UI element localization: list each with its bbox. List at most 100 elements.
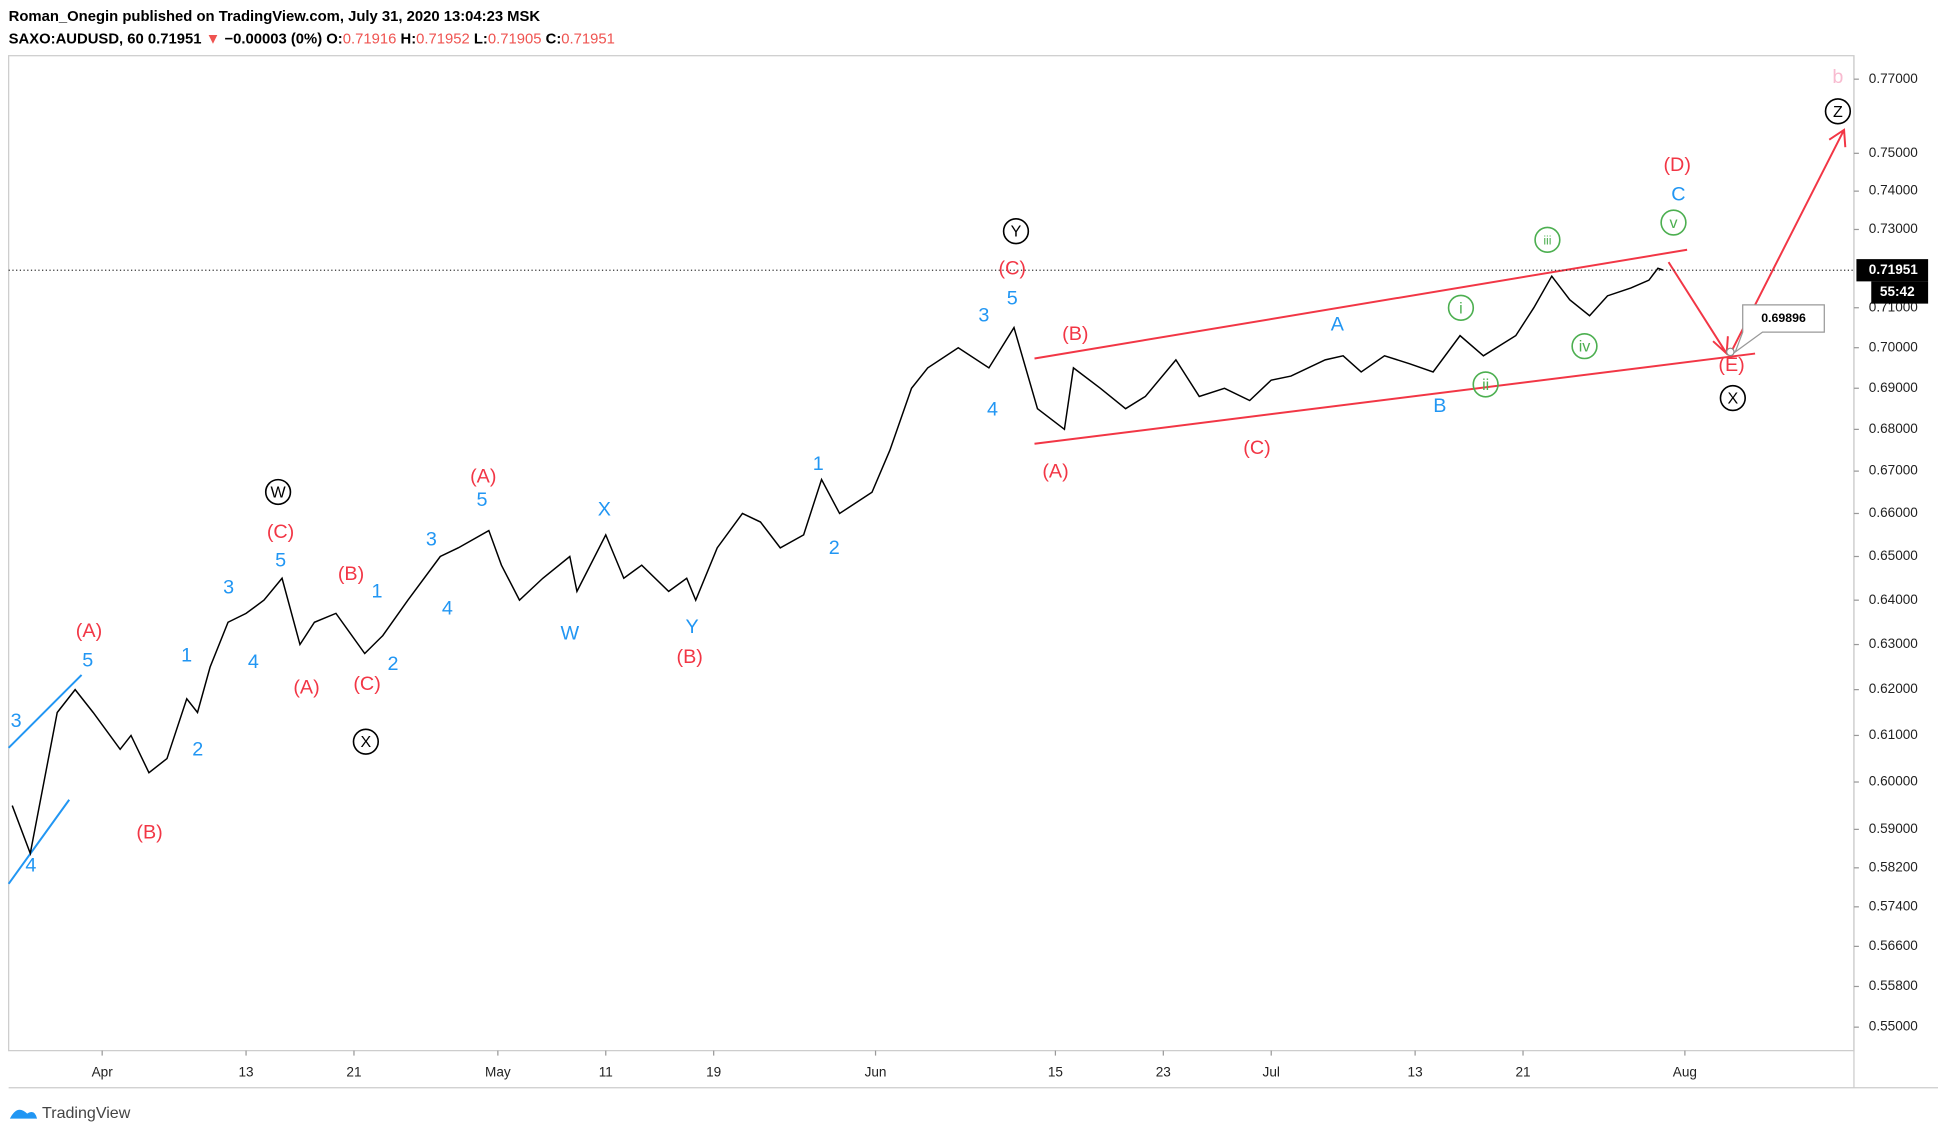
wave-label: 3 xyxy=(11,710,22,732)
wave-label: 1 xyxy=(181,645,192,667)
wave-label: (A) xyxy=(293,677,319,699)
wave-label: 5 xyxy=(275,549,286,571)
x-tick-label: Aug xyxy=(1673,1064,1697,1079)
wave-label: b xyxy=(1832,66,1843,88)
channel-lower xyxy=(1034,352,1756,445)
x-tick-label: 23 xyxy=(1156,1064,1171,1079)
wave-circle xyxy=(1660,209,1687,236)
y-tick-label: 0.75000 xyxy=(1869,145,1919,160)
wave-label: iii xyxy=(1543,233,1551,247)
c-label: C: xyxy=(546,31,562,47)
x-tick-label: 13 xyxy=(239,1064,254,1079)
h: 0.71952 xyxy=(416,31,470,47)
y-tick-label: 0.64000 xyxy=(1869,592,1919,607)
blue-line-lower xyxy=(7,799,71,885)
y-tick-label: 0.70000 xyxy=(1869,339,1919,354)
wave-label: 4 xyxy=(25,855,36,877)
wave-label: 2 xyxy=(388,653,399,675)
symbol: SAXO:AUDUSD, 60 xyxy=(9,31,144,47)
wave-label: (B) xyxy=(676,646,702,668)
wave-label: 2 xyxy=(829,537,840,559)
last-price-box xyxy=(1856,259,1929,282)
y-tick-label: 0.55000 xyxy=(1869,1019,1919,1034)
wave-label: (D) xyxy=(1663,154,1690,176)
l: 0.71905 xyxy=(488,31,542,47)
wave-label: 5 xyxy=(82,650,93,672)
target-label: 0.69896 xyxy=(1761,311,1806,325)
wave-label: (C) xyxy=(267,521,294,543)
wave-label: (C) xyxy=(353,673,380,695)
x-tick-label: 21 xyxy=(1515,1064,1530,1079)
countdown-box xyxy=(1871,281,1929,304)
wave-circle xyxy=(1719,384,1746,412)
wave-label: 2 xyxy=(192,739,203,761)
last-price-label: 0.71951 xyxy=(1869,262,1919,277)
y-tick-label: 0.73000 xyxy=(1869,221,1919,236)
header-line: Roman_Onegin published on TradingView.co… xyxy=(9,9,541,25)
wave-label: v xyxy=(1669,214,1677,232)
x-tick-label: 19 xyxy=(706,1064,721,1079)
ohlc-line: SAXO:AUDUSD, 60 0.71951 ▼ −0.00003 (0%) … xyxy=(9,31,615,47)
y-tick-label: 0.55800 xyxy=(1869,978,1919,993)
drawings xyxy=(7,128,1847,885)
wave-label: ii xyxy=(1482,376,1489,394)
x-tick-label: 15 xyxy=(1048,1064,1063,1079)
x-tick-label: 11 xyxy=(599,1064,613,1079)
x-tick-label: 21 xyxy=(346,1064,361,1079)
wave-label: Z xyxy=(1833,103,1843,121)
wave-label: (B) xyxy=(1062,323,1088,345)
y-tick-label: 0.77000 xyxy=(1869,71,1919,86)
wave-label: B xyxy=(1433,395,1446,417)
price-line xyxy=(11,267,1664,857)
wave-label: 3 xyxy=(978,305,989,327)
y-tick-label: 0.66000 xyxy=(1869,505,1919,520)
wave-label: (A) xyxy=(76,620,102,642)
y-tick-label: 0.67000 xyxy=(1869,463,1919,478)
arrow-down xyxy=(1667,261,1729,356)
y-tick-label: 0.57400 xyxy=(1869,898,1919,913)
c: 0.71951 xyxy=(561,31,615,47)
y-tick-label: 0.65000 xyxy=(1869,548,1919,563)
change: −0.00003 (0%) xyxy=(224,31,322,47)
y-tick-label: 0.74000 xyxy=(1869,183,1919,198)
brand: TradingView xyxy=(42,1104,131,1122)
y-tick-label: 0.59000 xyxy=(1869,821,1919,836)
wave-label: X xyxy=(598,499,611,521)
x-tick-label: 13 xyxy=(1408,1064,1423,1079)
wave-label: Y xyxy=(1011,223,1022,241)
wave-label: Y xyxy=(686,616,699,638)
o: 0.71916 xyxy=(343,31,397,47)
wave-label: 4 xyxy=(442,598,453,620)
wave-label: X xyxy=(360,733,371,751)
wave-label: X xyxy=(1727,390,1738,408)
wave-circle xyxy=(1571,332,1598,360)
wave-label: A xyxy=(1331,313,1345,335)
wave-label: 3 xyxy=(426,528,437,550)
wave-label: 1 xyxy=(371,580,382,602)
wave-label: W xyxy=(271,483,287,501)
wave-circle xyxy=(1534,226,1561,254)
callout-box xyxy=(1733,304,1825,354)
wave-label: i xyxy=(1459,299,1463,317)
y-tick-label: 0.58200 xyxy=(1869,859,1919,874)
wave-label: C xyxy=(1671,184,1685,206)
y-tick-label: 0.62000 xyxy=(1869,681,1919,696)
x-tick-label: Jul xyxy=(1263,1064,1280,1079)
wave-label: iv xyxy=(1579,338,1591,356)
arrow: ▼ xyxy=(206,31,221,47)
wave-circle xyxy=(352,728,380,755)
wave-label: (C) xyxy=(1243,437,1270,459)
wave-circle xyxy=(1447,294,1475,321)
logo xyxy=(9,1109,38,1119)
last: 0.71951 xyxy=(148,31,202,47)
wave-label: (C) xyxy=(999,258,1026,280)
y-tick-label: 0.60000 xyxy=(1869,774,1919,789)
wave-label: (A) xyxy=(470,465,496,487)
wave-circle xyxy=(1002,218,1030,245)
wave-label: (E) xyxy=(1718,354,1744,376)
wave-label: (A) xyxy=(1042,460,1068,482)
wave-label: W xyxy=(560,622,579,644)
y-tick-label: 0.69000 xyxy=(1869,380,1919,395)
wave-circle xyxy=(1824,98,1852,125)
